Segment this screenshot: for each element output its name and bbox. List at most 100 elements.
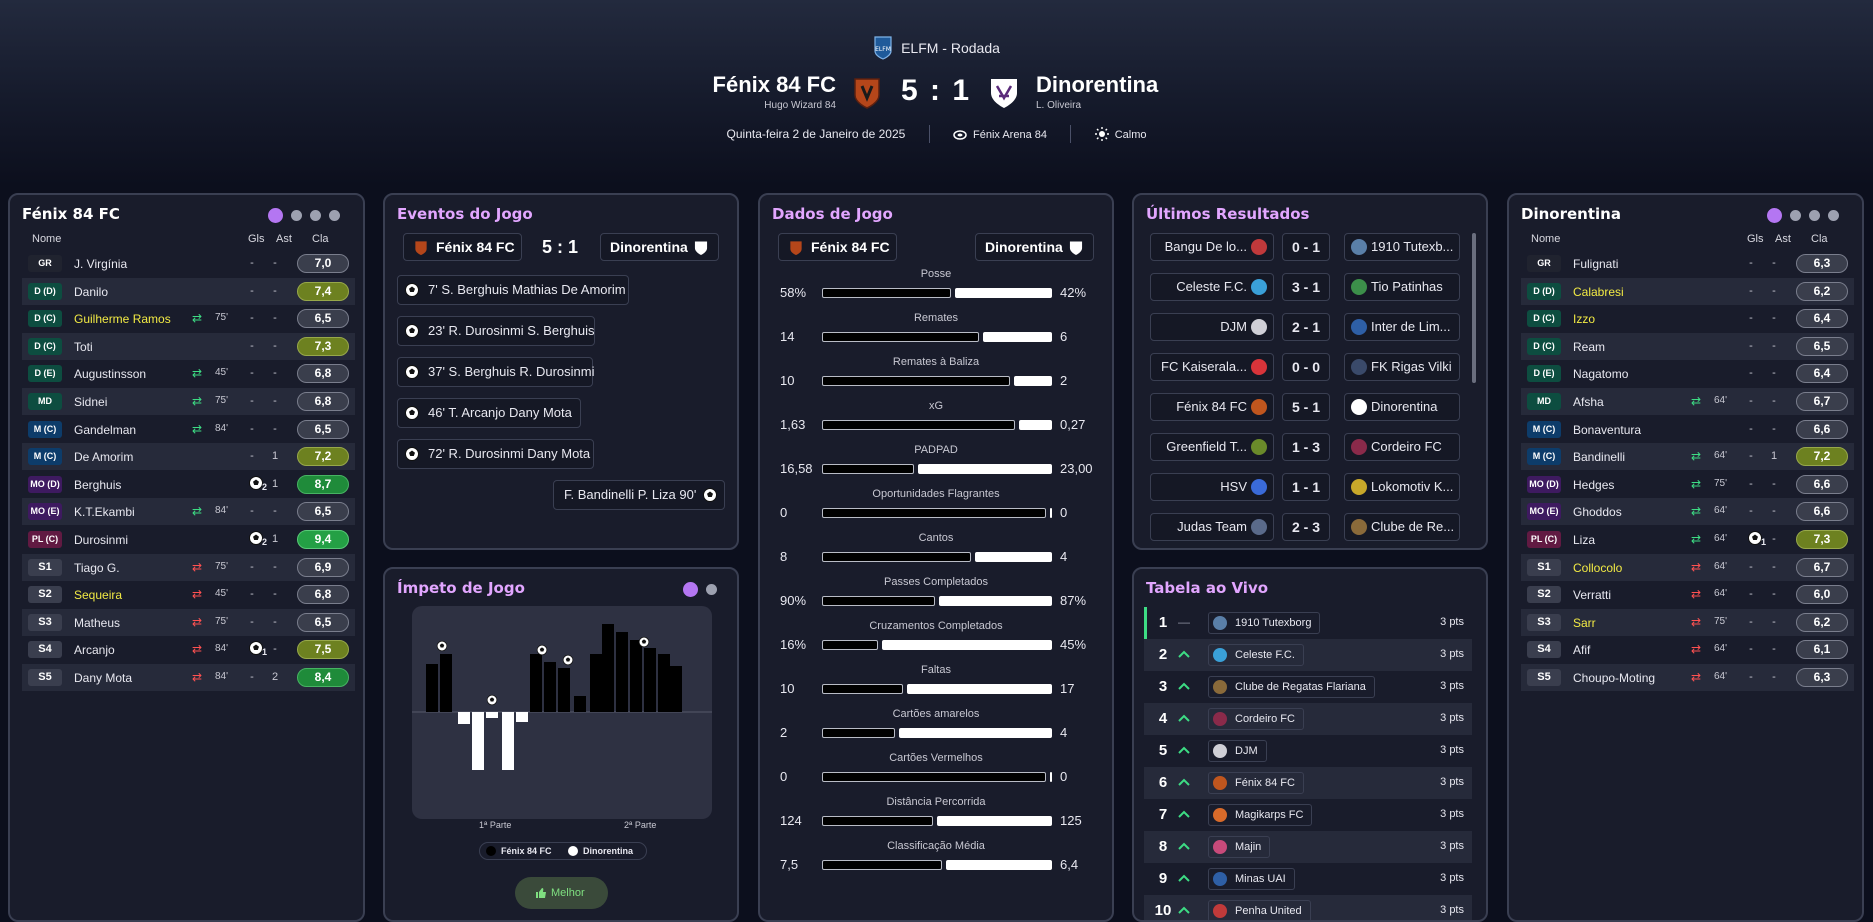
player-row[interactable]: M (C) De Amorim - 1 7,2 [22, 443, 355, 471]
player-row[interactable]: MD Afsha ⇄ 64' - - 6,7 [1521, 388, 1854, 415]
table-team[interactable]: Cordeiro FC [1208, 708, 1304, 730]
player-name[interactable]: Matheus [74, 615, 121, 630]
player-row[interactable]: S4 Afif ⇄ 64' - - 6,1 [1521, 636, 1854, 663]
player-row[interactable]: S3 Sarr ⇄ 75' - - 6,2 [1521, 608, 1854, 636]
player-row[interactable]: D (E) Nagatomo - - 6,4 [1521, 360, 1854, 387]
player-row[interactable]: MO (E) K.T.Ekambi ⇄ 84' - - 6,5 [22, 498, 355, 526]
page-dot[interactable] [706, 584, 717, 596]
player-row[interactable]: M (C) Bonaventura - - 6,6 [1521, 416, 1854, 443]
player-name[interactable]: Hedges [1573, 477, 1615, 492]
event-item[interactable]: 23' R. Durosinmi S. Berghuis [397, 316, 595, 346]
player-row[interactable]: S5 Choupo-Moting ⇄ 64' - - 6,3 [1521, 664, 1854, 691]
player-name[interactable]: Calabresi [1573, 284, 1624, 299]
away-team[interactable]: Dinorentina L. Oliveira [1036, 72, 1158, 111]
table-team[interactable]: Clube de Regatas Flariana [1208, 676, 1375, 698]
events-away-team[interactable]: Dinorentina [600, 233, 719, 261]
result-home-team[interactable]: HSV [1150, 473, 1274, 501]
table-team[interactable]: Fénix 84 FC [1208, 772, 1304, 794]
table-row[interactable]: 10 Penha United 3 pts [1144, 895, 1472, 920]
result-away-team[interactable]: Dinorentina [1344, 393, 1460, 421]
player-name[interactable]: Verratti [1573, 588, 1612, 603]
away-team-name[interactable]: Dinorentina [1036, 72, 1159, 97]
result-away-team[interactable]: Clube de Re... [1344, 513, 1460, 541]
player-row[interactable]: GR Fulignati - - 6,3 [1521, 250, 1854, 277]
player-name[interactable]: Nagatomo [1573, 367, 1629, 382]
player-row[interactable]: MD Sidnei ⇄ 75' - - 6,8 [22, 388, 355, 415]
page-dot[interactable] [1809, 210, 1820, 222]
event-item[interactable]: 46' T. Arcanjo Dany Mota [397, 398, 581, 428]
player-row[interactable]: M (C) Bandinelli ⇄ 64' - 1 7,2 [1521, 443, 1854, 471]
table-row[interactable]: 2 Celeste F.C. 3 pts [1144, 639, 1472, 671]
player-row[interactable]: MO (D) Hedges ⇄ 75' - - 6,6 [1521, 471, 1854, 498]
player-name[interactable]: Sidnei [74, 395, 108, 409]
table-team[interactable]: Penha United [1208, 900, 1311, 920]
page-dot[interactable] [329, 210, 340, 222]
event-item[interactable]: 72' R. Durosinmi Dany Mota [397, 439, 594, 469]
player-row[interactable]: S3 Matheus ⇄ 75' - - 6,5 [22, 608, 355, 636]
player-name[interactable]: Guilherme Ramos [74, 312, 171, 327]
result-away-team[interactable]: Inter de Lim... [1344, 313, 1460, 341]
player-name[interactable]: Ghoddos [1573, 505, 1622, 520]
player-row[interactable]: S4 Arcanjo ⇄ 84' 1- 7,5 [22, 636, 355, 663]
event-item[interactable]: 7' S. Berghuis Mathias De Amorim [397, 275, 629, 305]
player-name[interactable]: Tiago G. [74, 560, 120, 575]
player-row[interactable]: D (D) Danilo - - 7,4 [22, 277, 355, 305]
player-name[interactable]: K.T.Ekambi [74, 505, 135, 520]
player-row[interactable]: D (C) Guilherme Ramos ⇄ 75' - - 6,5 [22, 305, 355, 332]
page-dot[interactable] [310, 210, 321, 222]
player-name[interactable]: Bandinelli [1573, 450, 1626, 465]
table-team[interactable]: DJM [1208, 740, 1267, 762]
player-row[interactable]: S1 Collocolo ⇄ 64' - - 6,7 [1521, 553, 1854, 581]
result-home-team[interactable]: DJM [1150, 313, 1274, 341]
player-row[interactable]: MO (D) Berghuis 2 1 8,7 [22, 471, 355, 498]
table-team[interactable]: 1910 Tutexborg [1208, 612, 1321, 634]
table-team[interactable]: Minas UAI [1208, 868, 1295, 890]
player-name[interactable]: Augustinsson [74, 367, 147, 382]
player-name[interactable]: Afif [1573, 643, 1591, 658]
table-team[interactable]: Magikarps FC [1208, 804, 1313, 826]
result-home-team[interactable]: Fénix 84 FC [1150, 393, 1274, 421]
result-away-team[interactable]: Cordeiro FC [1344, 433, 1460, 461]
player-name[interactable]: Afsha [1573, 395, 1604, 409]
table-row[interactable]: 8 Majin 3 pts [1144, 831, 1472, 863]
player-row[interactable]: PL (C) Durosinmi 2 1 9,4 [22, 526, 355, 553]
event-item[interactable]: F. Bandinelli P. Liza 90' [553, 480, 725, 510]
event-item[interactable]: 37' S. Berghuis R. Durosinmi [397, 357, 595, 387]
stats-home-team[interactable]: Fénix 84 FC [778, 233, 897, 261]
player-name[interactable]: Liza [1573, 533, 1596, 547]
page-dot[interactable] [291, 210, 302, 222]
player-row[interactable]: MO (E) Ghoddos ⇄ 64' - - 6,6 [1521, 498, 1854, 526]
table-row[interactable]: 4 Cordeiro FC 3 pts [1144, 703, 1472, 735]
player-name[interactable]: Durosinmi [74, 533, 129, 547]
best-button[interactable]: Melhor [515, 877, 608, 909]
player-name[interactable]: Toti [74, 339, 93, 354]
page-dot[interactable] [1828, 210, 1839, 222]
result-home-team[interactable]: Greenfield T... [1150, 433, 1274, 461]
player-name[interactable]: Gandelman [74, 422, 137, 437]
table-row[interactable]: 9 Minas UAI 3 pts [1144, 863, 1472, 895]
page-dot[interactable] [1767, 208, 1782, 224]
result-home-team[interactable]: Judas Team [1150, 513, 1274, 541]
player-name[interactable]: Danilo [74, 284, 109, 299]
table-row[interactable]: 5 DJM 3 pts [1144, 735, 1472, 767]
home-team-name[interactable]: Fénix 84 FC [712, 72, 836, 97]
result-away-team[interactable]: Tio Patinhas [1344, 273, 1460, 301]
table-row[interactable]: 7 Magikarps FC 3 pts [1144, 799, 1472, 831]
player-name[interactable]: Sarr [1573, 615, 1596, 630]
result-home-team[interactable]: FC Kaiserala... [1150, 353, 1274, 381]
player-name[interactable]: Bonaventura [1573, 422, 1642, 437]
player-row[interactable]: S1 Tiago G. ⇄ 75' - - 6,9 [22, 553, 355, 581]
table-team[interactable]: Celeste F.C. [1208, 644, 1304, 666]
stats-away-team[interactable]: Dinorentina [975, 233, 1094, 261]
player-name[interactable]: Fulignati [1573, 257, 1619, 271]
player-name[interactable]: Sequeira [74, 588, 123, 603]
table-row[interactable]: 6 Fénix 84 FC 3 pts [1144, 767, 1472, 799]
player-name[interactable]: Arcanjo [74, 643, 115, 658]
result-away-team[interactable]: FK Rigas Vilki [1344, 353, 1460, 381]
result-away-team[interactable]: Lokomotiv K... [1344, 473, 1460, 501]
player-name[interactable]: Choupo-Moting [1573, 671, 1656, 685]
player-row[interactable]: D (C) Toti - - 7,3 [22, 332, 355, 360]
page-dot[interactable] [683, 582, 698, 598]
results-scrollbar[interactable] [1472, 233, 1476, 383]
result-home-team[interactable]: Celeste F.C. [1150, 273, 1274, 301]
